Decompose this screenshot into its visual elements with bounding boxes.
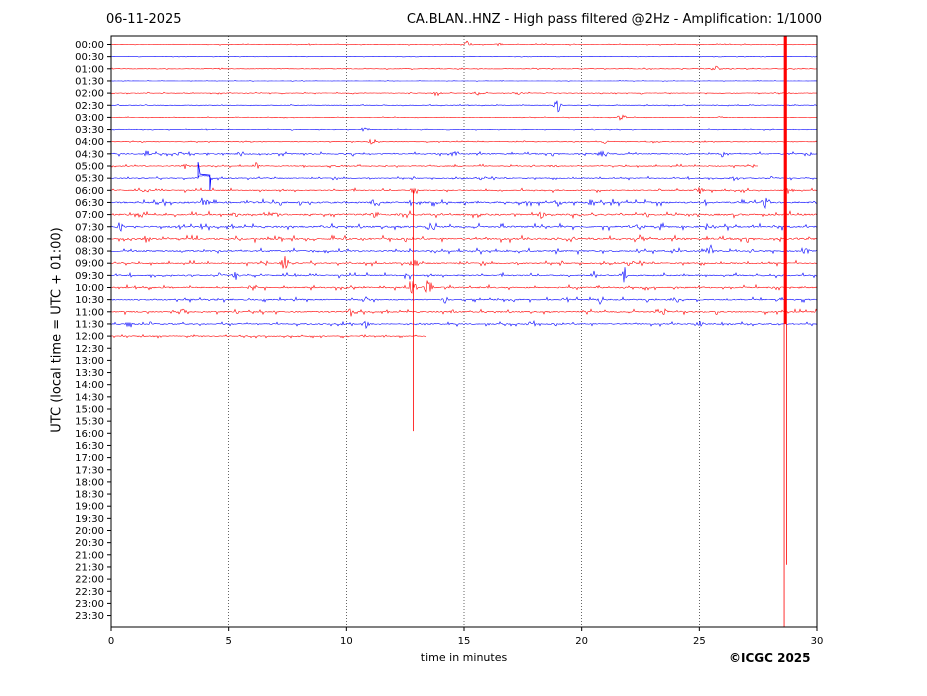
trace-0430 (110, 150, 818, 158)
y-tick-label: 17:30 (75, 465, 104, 476)
y-tick-label: 11:30 (75, 319, 104, 330)
y-tick-label: 05:30 (75, 174, 104, 185)
y-tick-label: 06:00 (75, 186, 104, 197)
trace-1100 (111, 308, 818, 317)
y-tick-label: 20:30 (75, 538, 104, 549)
y-tick-label: 07:00 (75, 210, 104, 221)
trace-0130 (110, 80, 817, 82)
trace-0600 (110, 187, 818, 195)
y-tick-label: 17:00 (75, 453, 104, 464)
y-tick-label: 20:00 (75, 526, 104, 537)
trace-0030 (111, 55, 817, 58)
y-tick-label: 21:00 (75, 550, 104, 561)
x-tick-label: 5 (225, 636, 231, 647)
trace-0100 (110, 65, 818, 71)
y-tick-label: 11:00 (75, 307, 104, 318)
y-tick-label: 22:30 (75, 587, 104, 598)
y-tick-label: 05:00 (75, 162, 104, 173)
copyright-label: ©ICGC 2025 (729, 651, 811, 665)
y-tick-label: 01:30 (75, 76, 104, 87)
trace-0900 (110, 255, 817, 270)
spike-lines (413, 36, 787, 627)
y-tick-label: 19:00 (75, 502, 104, 513)
y-tick-label: 04:00 (75, 137, 104, 148)
plot-frame (110, 35, 818, 628)
y-tick-label: 10:00 (75, 283, 104, 294)
trace-1130 (110, 319, 818, 330)
x-axis-label: time in minutes (420, 651, 508, 664)
trace-0630 (110, 197, 818, 210)
y-tick-label: 19:30 (75, 514, 104, 525)
y-tick-label: 12:00 (75, 332, 104, 343)
x-axis-ticks: 0 5 10 15 20 25 30 (108, 627, 824, 647)
trace-lines (110, 40, 818, 339)
y-tick-label: 09:30 (75, 271, 104, 282)
y-tick-label: 02:00 (75, 89, 104, 100)
trace-0530 (110, 175, 818, 182)
y-tick-label: 16:30 (75, 441, 104, 452)
x-tick-label: 0 (108, 636, 114, 647)
y-tick-label: 23:00 (75, 599, 104, 610)
y-tick-label: 02:30 (75, 101, 104, 112)
chart-title: CA.BLAN..HNZ - High pass filtered @2Hz -… (406, 12, 822, 27)
y-tick-label: 21:30 (75, 562, 104, 573)
y-tick-label: 14:30 (75, 392, 104, 403)
trace-0200 (110, 91, 817, 97)
y-tick-label: 00:00 (75, 40, 104, 51)
trace-0000 (110, 40, 817, 47)
y-tick-label: 00:30 (75, 52, 104, 63)
y-tick-label: 01:00 (75, 64, 104, 75)
y-tick-label: 08:00 (75, 234, 104, 245)
trace-0500 (110, 161, 759, 169)
y-tick-label: 13:30 (75, 368, 104, 379)
y-tick-label: 09:00 (75, 259, 104, 270)
grid-lines (228, 36, 700, 627)
trace-offset-event (197, 162, 212, 191)
y-tick-label: 18:00 (75, 477, 104, 488)
trace-0700 (111, 210, 818, 220)
trace-1000 (110, 280, 818, 294)
y-tick-label: 22:00 (75, 575, 104, 586)
trace-0300 (111, 114, 817, 121)
y-tick-label: 06:30 (75, 198, 104, 209)
trace-1030 (110, 296, 818, 305)
trace-0230 (111, 100, 818, 113)
y-tick-label: 03:30 (75, 125, 104, 136)
date-label: 06-11-2025 (106, 12, 182, 27)
y-tick-label: 18:30 (75, 490, 104, 501)
x-tick-label: 10 (340, 636, 353, 647)
y-tick-label: 12:30 (75, 344, 104, 355)
trace-1200 (110, 333, 427, 339)
x-tick-label: 15 (458, 636, 471, 647)
trace-0730 (110, 222, 818, 232)
y-tick-label: 15:00 (75, 405, 104, 416)
trace-0400 (110, 138, 818, 145)
y-tick-label: 14:00 (75, 380, 104, 391)
x-tick-label: 30 (811, 636, 824, 647)
y-tick-label: 15:30 (75, 417, 104, 428)
y-tick-label: 23:30 (75, 611, 104, 622)
trace-0800 (110, 234, 818, 244)
trace-0830 (110, 244, 818, 256)
trace-0330 (110, 127, 817, 132)
y-tick-label: 10:30 (75, 295, 104, 306)
y-tick-label: 08:30 (75, 247, 104, 258)
x-tick-label: 20 (575, 636, 588, 647)
y-tick-label: 04:30 (75, 149, 104, 160)
trace-0930 (110, 267, 818, 283)
y-tick-label: 16:00 (75, 429, 104, 440)
y-tick-label: 07:30 (75, 222, 104, 233)
x-tick-label: 25 (693, 636, 706, 647)
y-tick-label: 13:00 (75, 356, 104, 367)
y-tick-label: 03:00 (75, 113, 104, 124)
